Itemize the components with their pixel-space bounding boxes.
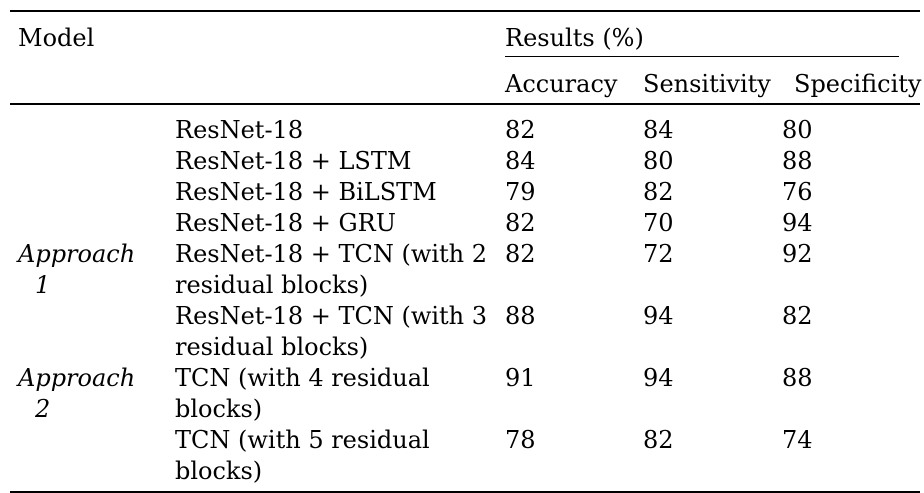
- sensitivity-cell: 84: [643, 116, 674, 144]
- accuracy-cell: 82: [505, 209, 536, 237]
- model-cell: ResNet-18 + TCN (with 2 residual blocks): [175, 240, 488, 299]
- sensitivity-cell: 82: [643, 426, 674, 454]
- sensitivity-cell: 82: [643, 178, 674, 206]
- column-header-accuracy: Accuracy: [505, 70, 618, 98]
- model-cell: TCN (with 4 residual blocks): [175, 364, 430, 423]
- specificity-cell: 88: [782, 364, 813, 392]
- accuracy-cell: 88: [505, 302, 536, 330]
- model-cell: ResNet-18: [175, 116, 304, 144]
- group-label-number: 1: [35, 271, 51, 299]
- model-cell: TCN (with 5 residual blocks): [175, 426, 430, 485]
- sensitivity-cell: 72: [643, 240, 674, 268]
- specificity-cell: 74: [782, 426, 813, 454]
- accuracy-cell: 78: [505, 426, 536, 454]
- column-header-sensitivity: Sensitivity: [643, 70, 771, 98]
- specificity-cell: 88: [782, 147, 813, 175]
- column-header-specificity: Specificity: [794, 70, 922, 98]
- model-cell: ResNet-18 + LSTM: [175, 147, 412, 175]
- group-label-number: 2: [35, 395, 51, 423]
- accuracy-cell: 91: [505, 364, 536, 392]
- table-body: ResNet-18 82 84 80 ResNet-18 + LSTM 84 8…: [10, 105, 920, 493]
- model-cell: ResNet-18 + TCN (with 3 residual blocks): [175, 302, 488, 361]
- group-label-approach-2: Approach 2: [10, 363, 175, 425]
- results-table: Model Results (%) Accuracy Sensitivity S…: [10, 10, 921, 493]
- sub-header-row: Accuracy Sensitivity Specificity: [505, 57, 921, 103]
- sensitivity-cell: 80: [643, 147, 674, 175]
- table-header: Model Results (%) Accuracy Sensitivity S…: [10, 10, 921, 105]
- specificity-cell: 94: [782, 209, 813, 237]
- results-header-group: Results (%) Accuracy Sensitivity Specifi…: [505, 12, 921, 103]
- model-cell: ResNet-18 + BiLSTM: [175, 178, 437, 206]
- group-label-word: Approach: [18, 240, 136, 268]
- column-header-model: Model: [18, 24, 95, 52]
- column-header-results: Results (%): [505, 12, 900, 57]
- accuracy-cell: 82: [505, 240, 536, 268]
- specificity-cell: 82: [782, 302, 813, 330]
- specificity-cell: 76: [782, 178, 813, 206]
- sensitivity-cell: 94: [643, 364, 674, 392]
- specificity-cell: 80: [782, 116, 813, 144]
- sensitivity-cell: 70: [643, 209, 674, 237]
- model-cell: ResNet-18 + GRU: [175, 209, 396, 237]
- group-label-word: Approach: [18, 364, 136, 392]
- accuracy-cell: 82: [505, 116, 536, 144]
- sensitivity-cell: 94: [643, 302, 674, 330]
- accuracy-cell: 79: [505, 178, 536, 206]
- group-label-approach-1: Approach 1: [10, 239, 175, 301]
- specificity-cell: 92: [782, 240, 813, 268]
- accuracy-cell: 84: [505, 147, 536, 175]
